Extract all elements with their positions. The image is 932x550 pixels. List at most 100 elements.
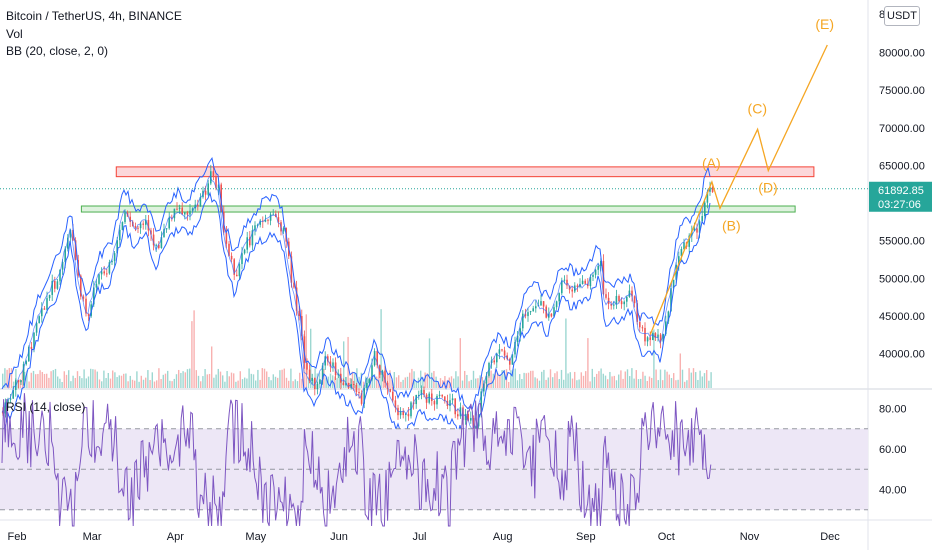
volume-bar	[43, 373, 46, 388]
candle-body	[137, 227, 139, 229]
volume-bar	[444, 376, 446, 388]
candle-body	[467, 414, 469, 421]
candle-body	[371, 365, 373, 380]
volume-bar	[587, 338, 589, 388]
volume-bar	[607, 379, 609, 388]
volume-bar	[591, 368, 593, 388]
candle-body	[275, 213, 277, 218]
volume-bar	[226, 371, 228, 388]
volume-bar	[217, 368, 219, 388]
volume-bar	[215, 374, 217, 388]
candle-body	[355, 384, 358, 392]
volume-bar	[681, 369, 684, 388]
volume-bar	[72, 375, 74, 388]
volume-bar	[316, 373, 318, 388]
volume-legend[interactable]: Vol	[6, 27, 23, 41]
currency-button[interactable]: USDT	[884, 6, 920, 26]
candle-body	[454, 398, 456, 415]
volume-bar	[307, 377, 310, 388]
candle-body	[659, 334, 662, 342]
candle-body	[683, 242, 685, 250]
volume-bar	[191, 321, 193, 388]
volume-bar	[391, 379, 393, 388]
volume-bar	[32, 370, 35, 388]
candle-body	[410, 402, 412, 417]
volume-bar	[560, 369, 563, 388]
candle-body	[61, 261, 64, 270]
volume-bar	[334, 376, 336, 388]
candle-body	[165, 228, 168, 230]
candle-body	[238, 264, 241, 277]
support-zone	[80, 205, 796, 213]
volume-bar	[459, 338, 461, 388]
volume-bar	[690, 372, 692, 388]
candle-body	[711, 186, 714, 193]
candle-body	[607, 297, 610, 305]
volume-bar	[116, 377, 118, 388]
volume-bar	[296, 381, 299, 388]
volume-bar	[153, 381, 156, 388]
volume-bar	[50, 371, 52, 388]
candle-body	[321, 365, 324, 380]
candle-body	[303, 336, 306, 363]
volume-bar	[123, 373, 125, 388]
volume-bar	[325, 377, 327, 388]
candle-body	[116, 240, 118, 254]
price-zones	[80, 166, 815, 213]
volume-bar	[6, 369, 8, 388]
volume-bar	[134, 380, 136, 388]
volume-bar	[21, 370, 24, 388]
volume-bar	[85, 378, 87, 388]
candle-body	[145, 219, 147, 225]
volume-bar	[338, 373, 340, 388]
volume-bar	[648, 376, 651, 388]
candle-body	[451, 398, 454, 401]
volume-bar	[675, 380, 677, 388]
volume-bar	[288, 380, 290, 388]
volume-bar	[673, 373, 675, 388]
candle-body	[38, 316, 40, 324]
volume-bar	[109, 378, 112, 388]
candle-body	[532, 308, 534, 312]
volume-bar	[692, 368, 695, 388]
candle-body	[644, 327, 646, 342]
volume-bar	[402, 379, 404, 388]
volume-bar	[547, 377, 549, 388]
candle-body	[470, 418, 472, 421]
candle-body	[701, 216, 703, 222]
volume-bar	[468, 381, 470, 388]
candle-body	[225, 232, 228, 244]
rsi-legend[interactable]: RSI (14, close)	[6, 400, 86, 414]
volume-bar	[510, 370, 512, 388]
volume-bar	[494, 369, 497, 388]
bollinger-legend[interactable]: BB (20, close, 2, 0)	[6, 44, 109, 58]
time-tick-label: Dec	[820, 531, 840, 543]
candle-body	[347, 382, 350, 388]
candle-body	[152, 234, 155, 246]
candle-body	[207, 183, 209, 195]
volume-bar	[323, 368, 325, 388]
candle-body	[241, 253, 243, 265]
volume-bar	[569, 372, 571, 388]
volume-bar	[63, 371, 65, 388]
candle-body	[332, 362, 334, 367]
volume-bar	[409, 372, 411, 388]
volume-bar	[664, 369, 666, 388]
volume-bar	[593, 376, 596, 388]
symbol-title[interactable]: Bitcoin / TetherUS, 4h, BINANCE	[6, 9, 182, 23]
volume-bar	[114, 372, 116, 388]
candle-body	[93, 287, 95, 305]
candle-body	[197, 204, 199, 207]
time-tick-label: Oct	[658, 531, 675, 543]
volume-bar	[512, 369, 514, 388]
volume-bar	[501, 370, 503, 388]
volume-bar	[646, 380, 648, 388]
wave-label: (A)	[702, 155, 721, 171]
volume-bar	[461, 380, 464, 388]
candle-body	[594, 269, 597, 275]
volume-bar	[193, 310, 195, 388]
volume-bar	[576, 380, 578, 388]
candle-body	[306, 362, 308, 370]
volume-bar	[305, 314, 307, 388]
